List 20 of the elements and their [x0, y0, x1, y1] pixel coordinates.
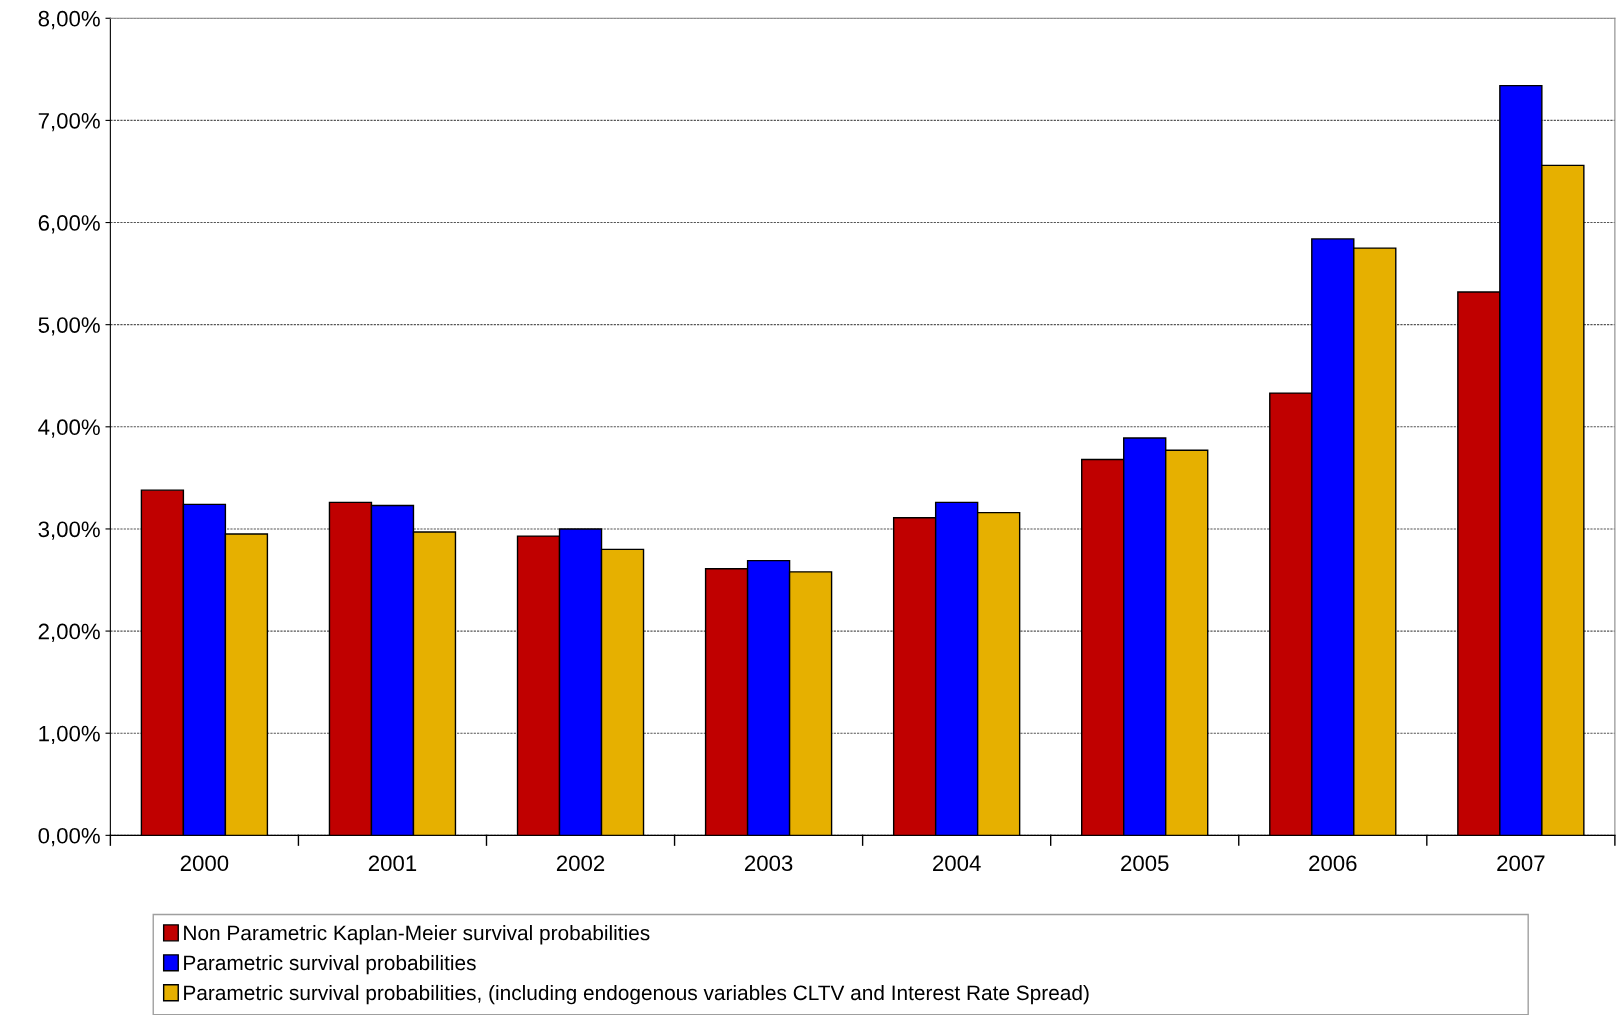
y-tick-label: 3,00%: [38, 521, 100, 540]
y-tick-label: 8,00%: [38, 10, 100, 30]
legend-label: Parametric survival probabilities, (including endogenous variables CLTV and Interest Rate Spread): [184, 984, 1089, 1005]
legend-label: Parametric survival probabilities: [184, 954, 476, 975]
y-tick-label: 5,00%: [38, 317, 100, 336]
x-tick-label: 2000: [180, 855, 229, 872]
y-tick-label: 2,00%: [38, 623, 100, 642]
y-tick-label: 1,00%: [39, 725, 100, 745]
y-tick-label: 0,00%: [38, 827, 100, 847]
x-tick-label: 2006: [1309, 855, 1357, 872]
x-tick-label: 2004: [933, 855, 981, 872]
x-tick-label: 2005: [1121, 855, 1169, 872]
y-tick-label: 6,00%: [38, 215, 100, 234]
x-tick-label: 2007: [1497, 855, 1545, 872]
x-tick-label: 2001: [368, 855, 417, 872]
y-tick-label: 4,00%: [38, 419, 100, 438]
x-tick-label: 2002: [556, 855, 605, 872]
legend-label: Non Parametric Kaplan-Meier survival probabilities: [184, 925, 650, 945]
x-tick-label: 2003: [744, 855, 793, 872]
y-tick-label: 7,00%: [38, 112, 100, 132]
